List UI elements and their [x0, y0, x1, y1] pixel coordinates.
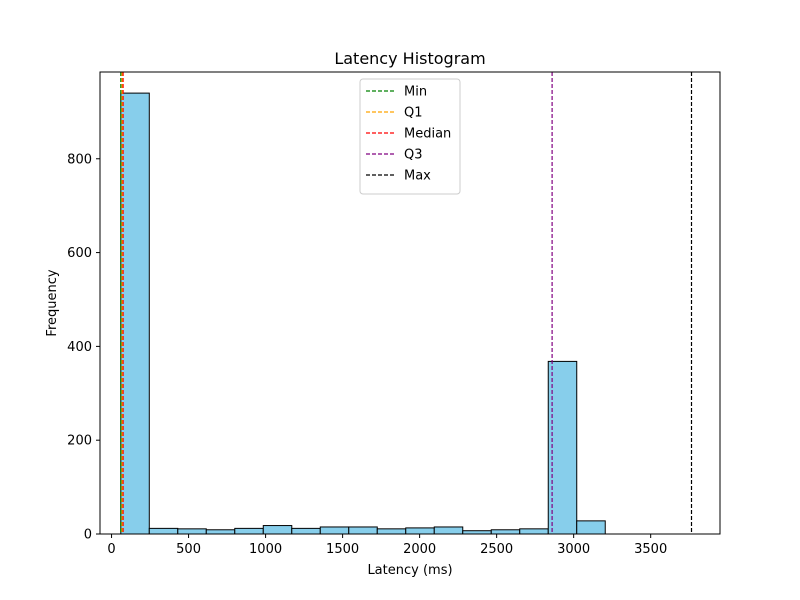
- legend-label-min: Min: [404, 85, 427, 100]
- histogram-bar-13: [490, 529, 521, 535]
- legend-label-q1: Q1: [404, 106, 423, 121]
- y-tick-label: 200: [67, 434, 92, 449]
- histogram-bar-11: [433, 526, 464, 535]
- histogram-bar-15: [547, 360, 578, 535]
- histogram-bar-10: [405, 527, 435, 535]
- y-tick-label: 400: [67, 340, 92, 355]
- histogram-bar-7: [319, 526, 350, 535]
- x-tick-label: 2000: [403, 542, 436, 557]
- histogram-bar-2: [177, 528, 207, 535]
- plot-frame: [99, 71, 721, 535]
- histogram-bar-1: [148, 527, 179, 535]
- x-tick-label: 1500: [326, 542, 359, 557]
- y-tick-label: 0: [84, 528, 92, 543]
- histogram-bar-9: [376, 528, 407, 535]
- x-tick-label: 500: [176, 542, 201, 557]
- legend-label-q3: Q3: [404, 148, 423, 163]
- histogram-bar-16: [576, 520, 606, 535]
- bars-group: [120, 92, 606, 535]
- legend-box: [359, 78, 461, 195]
- histogram-bar-5: [262, 525, 293, 535]
- histogram-bar-14: [519, 528, 549, 535]
- y-axis-label: Frequency: [45, 269, 60, 336]
- legend: Min Q1 Median Q3 Max: [359, 78, 461, 195]
- chart-title: Latency Histogram: [334, 49, 485, 68]
- y-axis-ticks: 0 200 400 600 800: [67, 152, 100, 543]
- x-tick-label: 1000: [249, 542, 282, 557]
- x-tick-label: 2500: [480, 542, 513, 557]
- x-tick-label: 3500: [634, 542, 667, 557]
- histogram-bar-0: [120, 92, 150, 535]
- histogram-bar-6: [291, 527, 321, 535]
- histogram-bar-8: [348, 526, 378, 535]
- legend-label-median: Median: [404, 127, 451, 142]
- x-axis-label: Latency (ms): [367, 563, 452, 578]
- reference-lines-group: [120, 72, 693, 534]
- y-tick-label: 800: [67, 152, 92, 167]
- x-tick-label: 3000: [557, 542, 590, 557]
- x-axis-ticks: 0 500 1000 1500 2000 2500 3000 3500: [107, 534, 667, 557]
- y-tick-label: 600: [67, 246, 92, 261]
- histogram-bar-4: [234, 527, 264, 535]
- legend-label-max: Max: [404, 169, 431, 184]
- histogram-bar-3: [205, 529, 236, 535]
- x-tick-label: 0: [107, 542, 115, 557]
